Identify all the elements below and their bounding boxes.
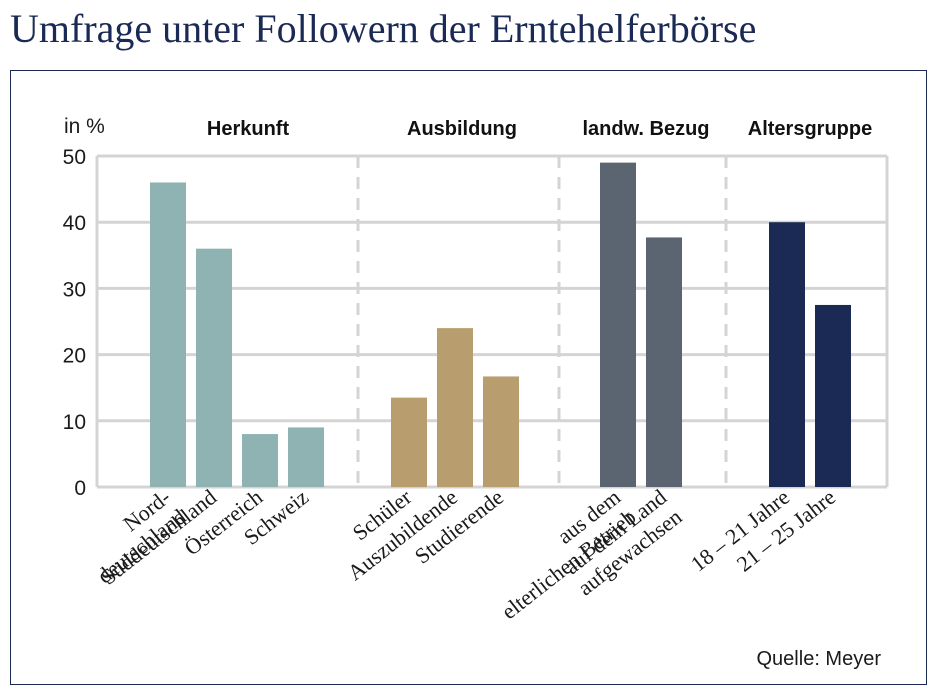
group-label: Herkunft (207, 118, 290, 140)
chart-frame (10, 70, 927, 685)
y-tick-label: 0 (74, 477, 86, 500)
y-tick-label: 40 (63, 212, 86, 235)
bar (600, 162, 636, 487)
bar (288, 427, 324, 487)
group-label: landw. Bezug (582, 118, 709, 140)
y-tick-label: 50 (63, 146, 86, 169)
bar (769, 222, 805, 487)
y-tick-label: 30 (63, 278, 86, 301)
bar (646, 237, 682, 487)
y-tick-label: 20 (63, 345, 86, 368)
source-note: Quelle: Meyer (756, 648, 882, 670)
bar (483, 376, 519, 487)
bar (391, 397, 427, 487)
bar (150, 182, 186, 488)
y-axis-label: in % (64, 115, 105, 138)
bar (437, 328, 473, 487)
bar (242, 434, 278, 487)
group-label: Altersgruppe (748, 118, 872, 140)
group-label: Ausbildung (407, 118, 517, 140)
bar (815, 304, 851, 487)
page-title: Umfrage unter Followern der Erntehelferb… (10, 6, 757, 51)
bar (196, 248, 232, 487)
y-tick-label: 10 (63, 411, 86, 434)
